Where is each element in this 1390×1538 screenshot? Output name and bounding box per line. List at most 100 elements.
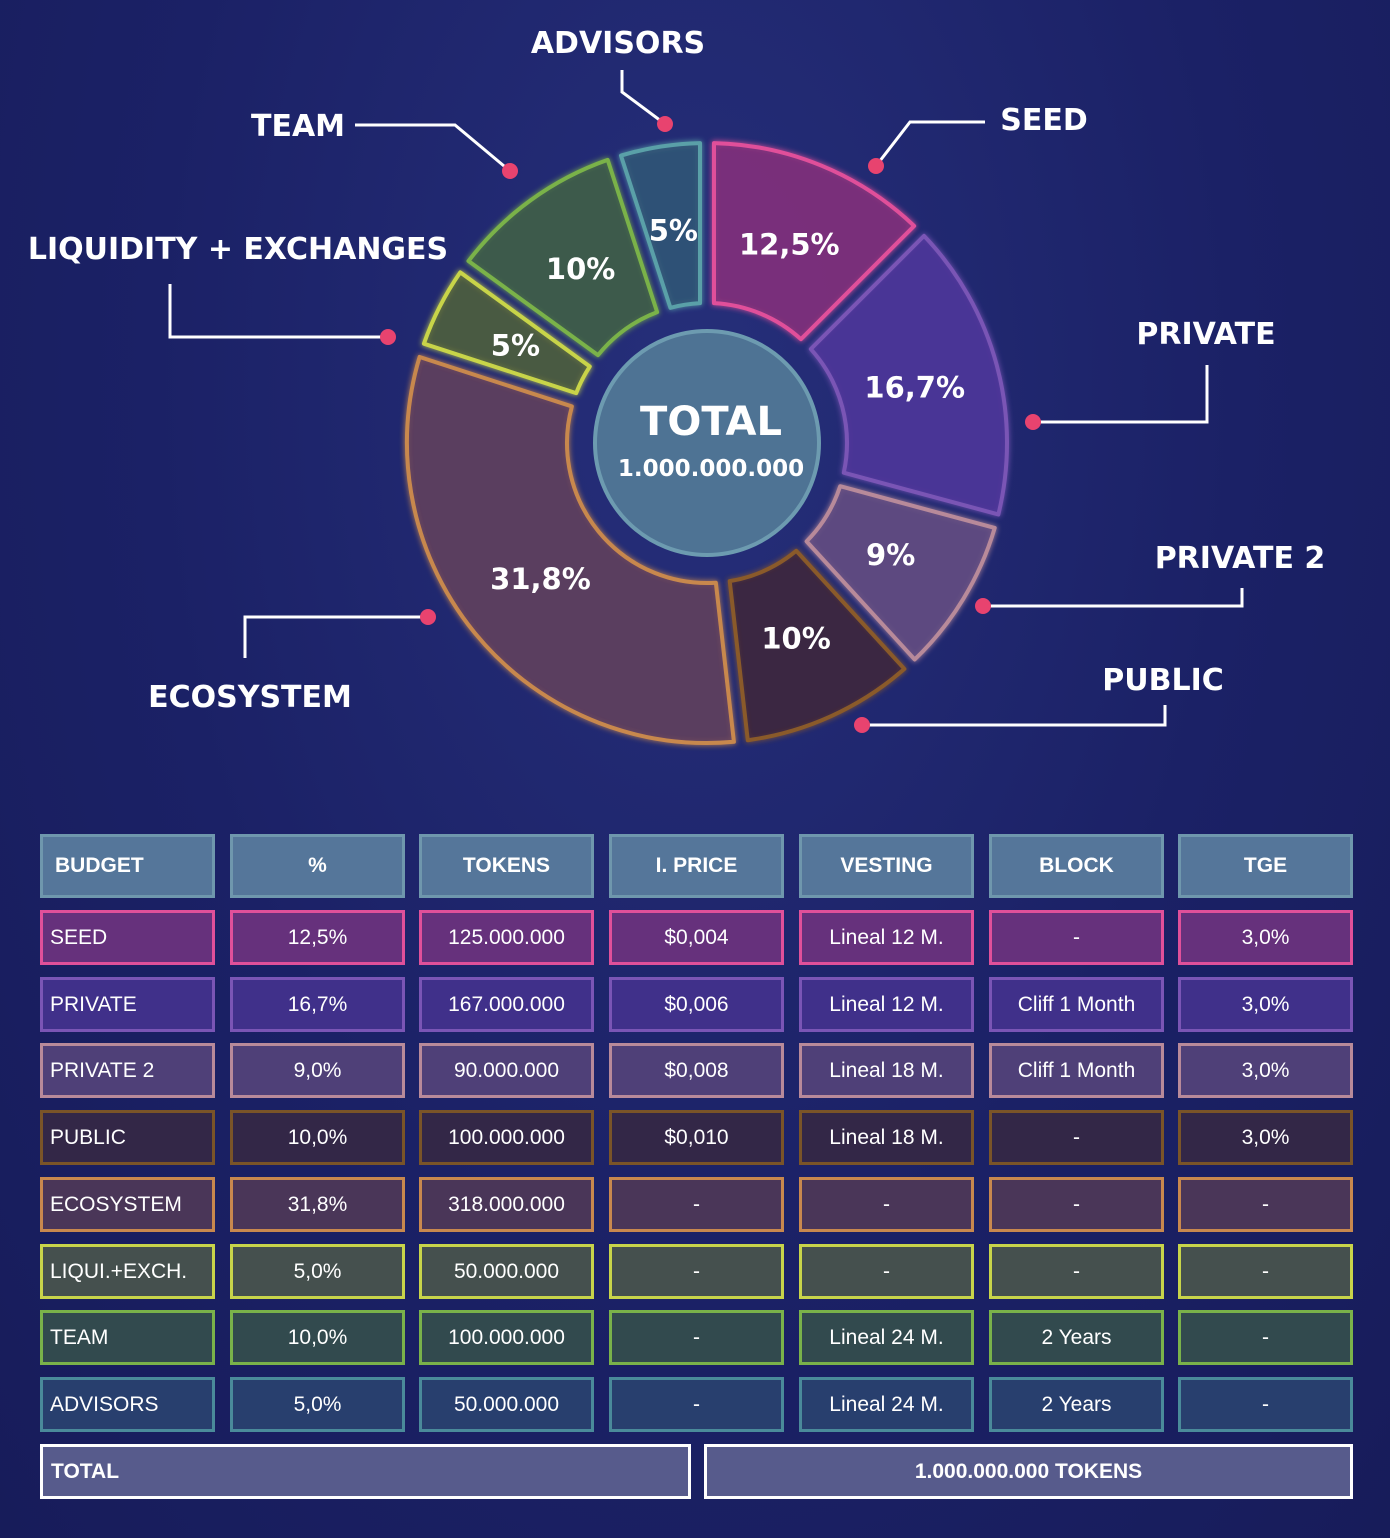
- callout-label-private2: PRIVATE 2: [1155, 541, 1326, 576]
- callout-label-advisors: ADVISORS: [531, 26, 705, 61]
- callout-dot-public: [854, 717, 870, 733]
- cell-vesting: Lineal 12 M.: [799, 910, 974, 965]
- slice-private-2: [804, 484, 997, 662]
- cell-block: -: [989, 910, 1164, 965]
- cell-tge: -: [1178, 1244, 1353, 1299]
- callout-line-public: [862, 705, 1167, 727]
- callout-line-private: [1033, 365, 1209, 424]
- callout-line-private2: [983, 588, 1244, 608]
- cell-budget: PRIVATE 2: [40, 1043, 215, 1098]
- slice-label-seed: 12,5%: [739, 227, 840, 261]
- token-allocation-donut-chart: 12,5% 16,7% 9% 10% 31,8% 5% 10% 5% ADVISORS TEA…: [28, 26, 1326, 745]
- cell-tokens: 90.000.000: [419, 1043, 594, 1098]
- callout-dot-private2: [975, 598, 991, 614]
- slice-liquidity-exchanges: [421, 270, 592, 396]
- cell-budget: PRIVATE: [40, 977, 215, 1032]
- callout-label-public: PUBLIC: [1102, 663, 1224, 698]
- cell-block: Cliff 1 Month: [989, 977, 1164, 1032]
- cell-vesting: -: [799, 1244, 974, 1299]
- slice-label-liquidity-exchanges: 5%: [491, 328, 540, 362]
- header-percent: %: [230, 834, 405, 898]
- callout-line-ecosystem: [243, 615, 428, 658]
- cell-tge: 3,0%: [1178, 977, 1353, 1032]
- cell-percent: 5,0%: [230, 1244, 405, 1299]
- cell-tokens: 318.000.000: [419, 1177, 594, 1232]
- cell-budget: LIQUI.+EXCH.: [40, 1244, 215, 1299]
- cell-vesting: -: [799, 1177, 974, 1232]
- cell-vesting: Lineal 24 M.: [799, 1310, 974, 1365]
- callout-line-advisors: [620, 70, 666, 126]
- callout-line-liquidity: [168, 284, 388, 339]
- callout-dot-seed: [868, 158, 884, 174]
- cell-percent: 10,0%: [230, 1310, 405, 1365]
- cell-percent: 10,0%: [230, 1110, 405, 1165]
- header-tge: TGE: [1178, 834, 1353, 898]
- slice-label-team: 10%: [546, 252, 615, 286]
- slice-label-ecosystem: 31,8%: [490, 562, 591, 596]
- header-block: BLOCK: [989, 834, 1164, 898]
- header-initial-price: I. PRICE: [609, 834, 784, 898]
- cell-block: -: [989, 1244, 1164, 1299]
- cell-tge: -: [1178, 1377, 1353, 1432]
- cell-vesting: Lineal 12 M.: [799, 977, 974, 1032]
- header-budget: BUDGET: [40, 834, 215, 898]
- callout-lines: [168, 70, 1244, 727]
- cell-tge: 3,0%: [1178, 1043, 1353, 1098]
- cell-block: Cliff 1 Month: [989, 1043, 1164, 1098]
- cell-tokens: 100.000.000: [419, 1110, 594, 1165]
- cell-tge: 3,0%: [1178, 910, 1353, 965]
- callout-dot-private: [1025, 414, 1041, 430]
- slice-label-advisors: 5%: [649, 214, 698, 248]
- cell-initial-price: $0,006: [609, 977, 784, 1032]
- cell-budget: PUBLIC: [40, 1110, 215, 1165]
- header-tokens: TOKENS: [419, 834, 594, 898]
- cell-initial-price: $0,010: [609, 1110, 784, 1165]
- cell-block: 2 Years: [989, 1377, 1164, 1432]
- cell-vesting: Lineal 18 M.: [799, 1043, 974, 1098]
- slice-public: [727, 548, 907, 743]
- cell-initial-price: $0,004: [609, 910, 784, 965]
- callout-label-ecosystem: ECOSYSTEM: [148, 680, 352, 715]
- callout-line-seed: [874, 120, 985, 167]
- cell-percent: 12,5%: [230, 910, 405, 965]
- callout-dot-ecosystem: [420, 609, 436, 625]
- slice-advisors: [618, 141, 703, 310]
- slice-seed: [711, 141, 917, 342]
- total-center-circle: [593, 329, 821, 557]
- callout-dot-team: [502, 163, 518, 179]
- callout-label-team: TEAM: [251, 109, 345, 144]
- slice-label-private-2: 9%: [866, 538, 915, 572]
- cell-vesting: Lineal 24 M.: [799, 1377, 974, 1432]
- slice-ecosystem: [405, 354, 736, 745]
- cell-tokens: 100.000.000: [419, 1310, 594, 1365]
- callout-dot-liquidity: [380, 329, 396, 345]
- cell-budget: TEAM: [40, 1310, 215, 1365]
- cell-budget: SEED: [40, 910, 215, 965]
- total-center-value: 1.000.000.000: [618, 456, 804, 482]
- callout-label-liquidity: LIQUIDITY + EXCHANGES: [28, 232, 448, 267]
- header-vesting: VESTING: [799, 834, 974, 898]
- cell-tokens: 167.000.000: [419, 977, 594, 1032]
- callout-label-private: PRIVATE: [1136, 317, 1275, 352]
- cell-tokens: 125.000.000: [419, 910, 594, 965]
- cell-percent: 9,0%: [230, 1043, 405, 1098]
- slice-label-public: 10%: [761, 622, 830, 656]
- cell-percent: 5,0%: [230, 1377, 405, 1432]
- cell-percent: 16,7%: [230, 977, 405, 1032]
- cell-initial-price: -: [609, 1377, 784, 1432]
- callout-line-team: [355, 123, 511, 173]
- cell-percent: 31,8%: [230, 1177, 405, 1232]
- slice-private: [808, 233, 1009, 517]
- cell-initial-price: -: [609, 1177, 784, 1232]
- cell-budget: ADVISORS: [40, 1377, 215, 1432]
- cell-budget: ECOSYSTEM: [40, 1177, 215, 1232]
- total-center-title: TOTAL: [640, 399, 782, 445]
- total-value: 1.000.000.000 TOKENS: [704, 1444, 1353, 1499]
- cell-vesting: Lineal 18 M.: [799, 1110, 974, 1165]
- cell-block: 2 Years: [989, 1310, 1164, 1365]
- cell-initial-price: -: [609, 1310, 784, 1365]
- cell-block: -: [989, 1110, 1164, 1165]
- callout-label-seed: SEED: [1000, 103, 1088, 138]
- cell-tge: 3,0%: [1178, 1110, 1353, 1165]
- cell-block: -: [989, 1177, 1164, 1232]
